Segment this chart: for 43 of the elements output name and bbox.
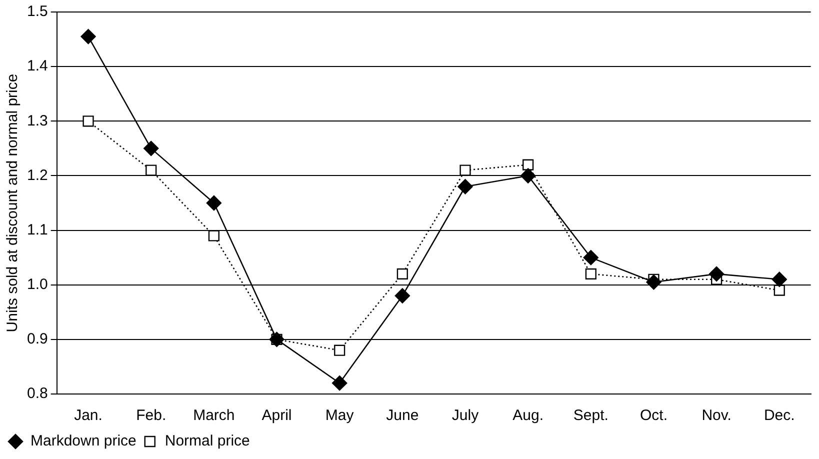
point <box>334 344 346 356</box>
point <box>520 168 536 184</box>
x-tick-label: Nov. <box>702 407 732 424</box>
point <box>774 284 785 296</box>
point <box>646 274 662 290</box>
point <box>143 140 159 156</box>
y-tick-label: 1.1 <box>26 221 48 238</box>
point <box>772 272 787 287</box>
point <box>146 164 157 176</box>
x-tick-label: Oct. <box>640 407 668 424</box>
point <box>206 195 222 211</box>
point <box>332 375 348 391</box>
x-tick-label: April <box>262 407 292 424</box>
y-tick-label: 1.2 <box>26 166 48 184</box>
point <box>80 28 96 44</box>
x-tick-label: Jan. <box>74 407 102 424</box>
y-axis-title: Units sold at discount and normal price <box>4 74 22 332</box>
x-tick-label: Feb. <box>136 407 166 424</box>
point <box>522 159 534 170</box>
x-tick-label: July <box>452 407 480 424</box>
y-tick-label: 0.9 <box>26 330 48 348</box>
x-tick-label: March <box>193 407 235 424</box>
x-tick-label: Aug. <box>512 407 544 424</box>
point <box>394 288 410 304</box>
point <box>585 268 596 280</box>
point <box>583 250 598 266</box>
x-tick-label: May <box>325 407 354 424</box>
y-tick-label: 0.8 <box>26 385 48 402</box>
point <box>708 266 724 282</box>
point <box>396 268 408 280</box>
x-tick-label: Sept. <box>573 407 608 424</box>
point <box>208 230 220 242</box>
x-tick-label: June <box>386 407 419 424</box>
y-tick-label: 1.4 <box>26 58 48 75</box>
y-tick-label: 1.5 <box>26 3 48 20</box>
point <box>460 164 471 176</box>
point <box>458 179 473 194</box>
y-tick-label: 1.0 <box>26 276 48 293</box>
legend-label: Normal price <box>164 432 250 450</box>
legend-label: Markdown price <box>30 432 136 450</box>
point <box>82 116 94 127</box>
x-tick-label: Dec. <box>764 407 795 424</box>
y-tick-label: 1.3 <box>26 112 48 130</box>
